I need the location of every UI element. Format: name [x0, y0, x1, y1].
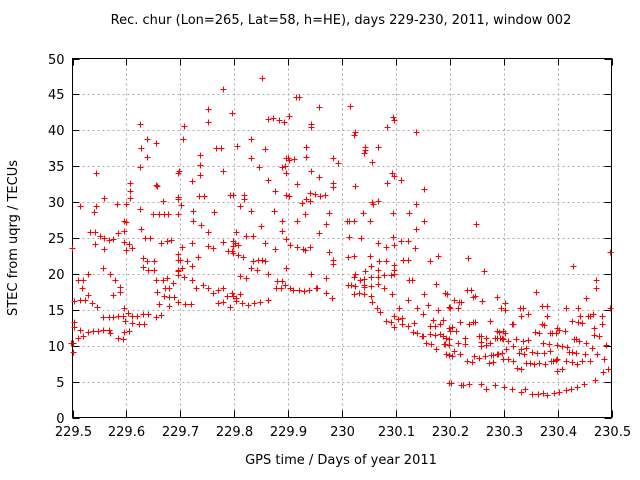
- axis-ticks: [72, 58, 613, 419]
- svg-text:229.6: 229.6: [108, 425, 145, 440]
- chart-title: Rec. chur (Lon=265, Lat=58, h=HE), days …: [111, 13, 572, 28]
- svg-text:5: 5: [56, 376, 64, 391]
- x-axis-label: GPS time / Days of year 2011: [245, 453, 437, 468]
- svg-text:230.4: 230.4: [540, 425, 577, 440]
- svg-text:229.5: 229.5: [55, 425, 92, 440]
- svg-text:20: 20: [48, 268, 65, 283]
- plot-border: [72, 58, 612, 418]
- svg-text:230: 230: [330, 425, 355, 440]
- svg-text:25: 25: [48, 232, 65, 247]
- svg-text:230.2: 230.2: [432, 425, 469, 440]
- svg-text:229.7: 229.7: [162, 425, 199, 440]
- svg-text:50: 50: [48, 53, 65, 68]
- svg-text:230.1: 230.1: [378, 425, 415, 440]
- svg-text:0: 0: [56, 412, 64, 427]
- svg-text:229.8: 229.8: [216, 425, 253, 440]
- svg-text:229.9: 229.9: [270, 425, 307, 440]
- scatter-points: [68, 75, 614, 399]
- tick-labels: 229.5 229.6 229.7 229.8 229.9 230 230.1 230.2 23…: [48, 53, 631, 440]
- svg-text:45: 45: [48, 88, 65, 103]
- svg-text:10: 10: [48, 340, 65, 355]
- y-axis-label: STEC from uqrg / TECUs: [6, 160, 21, 316]
- svg-text:30: 30: [48, 196, 65, 211]
- svg-text:230.3: 230.3: [486, 425, 523, 440]
- svg-text:40: 40: [48, 124, 65, 139]
- svg-text:15: 15: [48, 304, 65, 319]
- svg-text:230.5: 230.5: [594, 425, 631, 440]
- svg-text:35: 35: [48, 160, 65, 175]
